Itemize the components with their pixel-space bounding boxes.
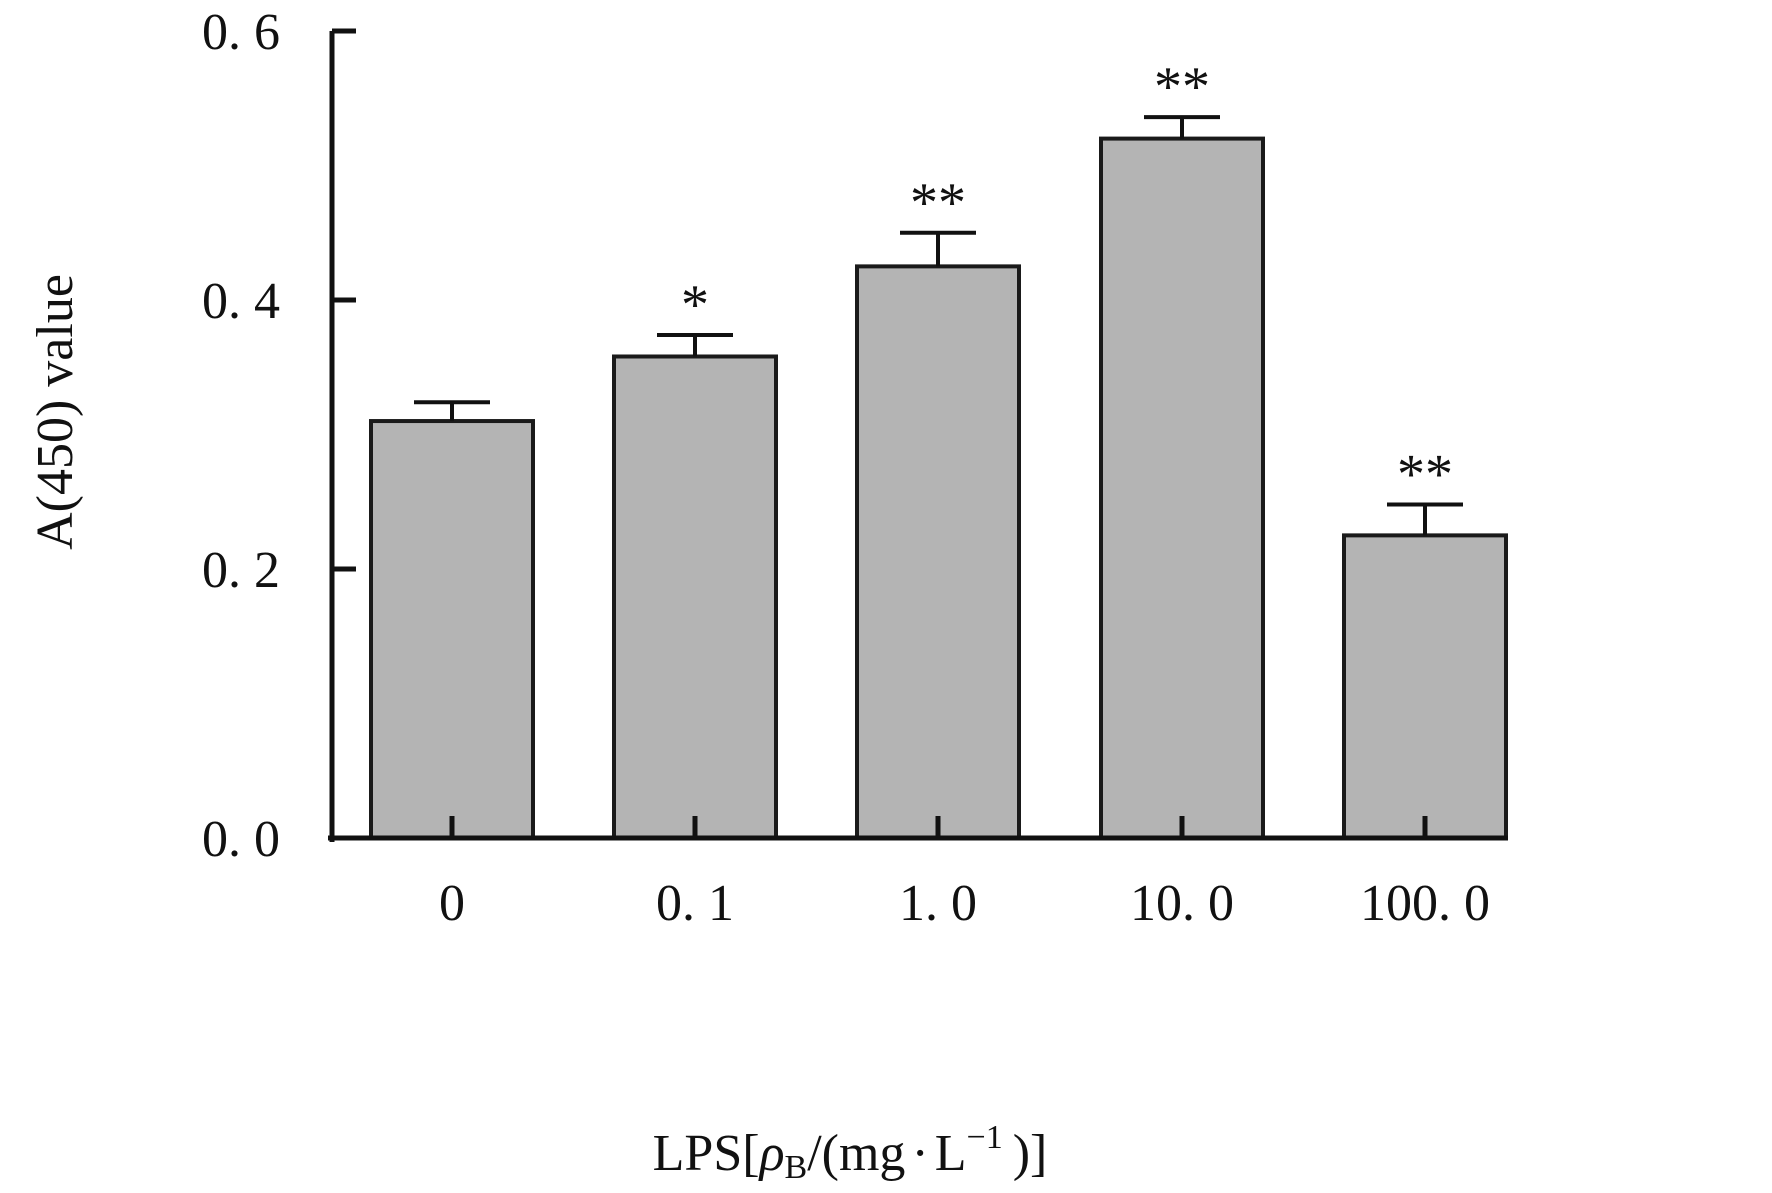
x-axis-title: LPS[ρB/(mg · L−1)] xyxy=(653,1119,1048,1186)
y-tick-label: 0. 6 xyxy=(202,4,280,61)
x-axis-title-suffix: )] xyxy=(1013,1125,1048,1182)
y-axis: 0. 0 0. 2 0. 4 0. 6 xyxy=(202,4,356,868)
x-axis-title-prefix: LPS[ xyxy=(653,1125,760,1182)
bar xyxy=(855,264,1021,840)
bar xyxy=(369,419,535,840)
x-tick-label: 0. 1 xyxy=(656,875,734,932)
y-tick-label: 0. 0 xyxy=(202,811,280,868)
bar xyxy=(612,354,778,840)
y-axis-title: A(450) value xyxy=(27,274,84,550)
x-tick-label: 0 xyxy=(439,875,465,932)
significance-label: ** xyxy=(910,172,966,234)
x-axis-title-mid: /(mg xyxy=(807,1125,905,1182)
x-axis-title-rho-sub: B xyxy=(785,1149,808,1186)
x-axis: 0 0. 1 1. 0 10. 0 100. 0 xyxy=(328,835,1508,932)
significance-label: ** xyxy=(1154,56,1210,118)
x-axis-title-dot: · xyxy=(911,1125,928,1182)
bar xyxy=(1099,136,1265,841)
y-tick-label: 0. 2 xyxy=(202,542,280,599)
x-tick-label: 100. 0 xyxy=(1360,875,1490,932)
bar xyxy=(1342,533,1508,840)
x-tick-label: 10. 0 xyxy=(1130,875,1234,932)
x-axis-title-unit: L xyxy=(935,1125,967,1182)
x-axis-title-rho: ρ xyxy=(758,1125,785,1182)
bars: ******* xyxy=(369,56,1508,841)
y-tick-label: 0. 4 xyxy=(202,273,280,330)
significance-label: * xyxy=(681,274,709,336)
significance-label: ** xyxy=(1397,443,1453,505)
x-axis-title-exp: −1 xyxy=(967,1119,1003,1156)
x-tick-label: 1. 0 xyxy=(899,875,977,932)
